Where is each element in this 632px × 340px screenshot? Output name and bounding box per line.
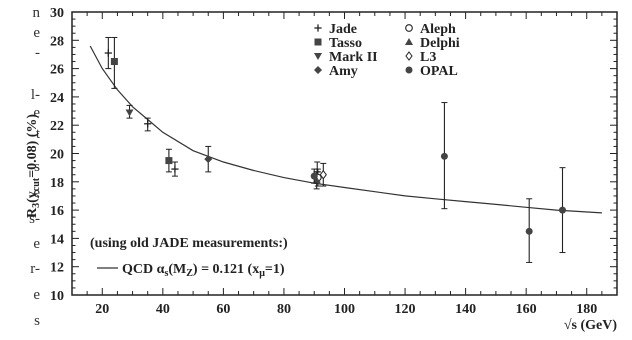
x-tick-label: 60 [216,302,230,317]
legend-marker [314,53,322,60]
point-marker [440,152,448,160]
y-tick-label: 30 [50,6,64,21]
data-point [440,102,448,210]
margin-text-fragment: e [33,287,40,303]
y-tick-label: 28 [50,34,64,49]
legend-marker [405,24,413,32]
data-point [125,104,134,119]
point-marker [204,155,213,164]
legend-item: Jade [314,22,357,37]
legend-item: Mark II [314,50,378,65]
axis-ticks [71,11,618,296]
data-point [144,117,152,132]
legend-item: OPAL [405,64,458,79]
y-tick-label: 26 [50,63,64,78]
point-marker [310,172,318,180]
data-point [310,168,318,184]
x-tick-label: 40 [156,302,170,317]
legend-label: Tasso [329,36,362,51]
data-point [319,162,327,187]
margin-text-fragment: l- [30,87,40,103]
note-annotation: (using old JADE measurements:) [90,236,288,251]
x-tick-label: 140 [455,302,476,317]
legend-item: L3 [405,50,436,65]
legend-label: Aleph [420,22,456,37]
margin-text-fragment: e [33,185,40,201]
point-marker [525,227,533,235]
x-tick-label: 180 [576,302,597,317]
legend-item: Tasso [314,36,362,51]
legend-marker [405,38,413,45]
x-tick-label: 120 [395,302,416,317]
data-point [165,148,173,173]
margin-text-fragment: e [33,25,40,41]
legend-label: Amy [329,64,358,79]
y-tick-label: 20 [50,148,64,163]
legend-item: Aleph [405,22,456,37]
y-tick-label: 16 [50,204,64,219]
legend-item: Delphi [405,36,460,51]
x-tick-label: 160 [516,302,537,317]
data-point [525,198,533,263]
qcd-annotation: QCD αs(MZ) = 0.121 (xμ=1) [122,262,285,279]
margin-text-fragment: n [32,5,41,21]
y-tick-label: 18 [50,176,64,191]
legend-label: OPAL [420,64,458,79]
point-marker [110,58,118,66]
y-tick-label: 12 [50,261,64,276]
y-tick-label: 24 [50,91,64,106]
y-tick-label: 22 [50,119,64,134]
legend-marker [314,66,322,74]
point-marker [171,165,179,173]
legend-marker [405,51,413,61]
margin-text-fragment: - [35,45,40,61]
point-marker [104,49,112,57]
y-tick-label: 10 [50,289,64,304]
point-marker [559,206,566,214]
legend-marker [314,24,322,32]
point-marker [144,120,152,128]
legend-item: Amy [314,64,358,79]
legend-label: Delphi [420,36,460,51]
data-point [104,36,112,70]
legend-label: Jade [329,22,357,37]
legend-marker [314,38,322,46]
x-tick-label: 80 [277,302,291,317]
margin-text-fragment: e [33,105,40,121]
margin-text-fragment: s [34,159,40,175]
tick-labels: 20 40 60 80 100 120 140 160 180 10 12 14 16 18 20 22 24 2… [50,6,597,317]
x-axis-label: √s (GeV) [564,318,618,333]
margin-text-fragment: s [34,313,40,329]
data-point [559,167,566,254]
point-marker [165,157,173,165]
x-tick-label: 20 [95,302,109,317]
legend-label: Mark II [329,50,378,65]
margin-text-fragment: t [35,126,40,142]
legend-label: L3 [420,50,436,65]
legend-marker [405,66,413,74]
margin-text-fragment: r- [30,261,40,277]
data-point [110,36,118,89]
margin-text-fragment: e [33,236,40,252]
y-tick-label: 14 [50,232,64,247]
data-point [171,161,179,177]
point-marker [125,109,134,117]
point-marker [319,169,327,180]
x-tick-label: 100 [334,302,355,317]
data-point [204,145,213,173]
qcd-curve [89,45,602,214]
left-text-margin: n e - l-e t s e s-e r-e s [0,0,40,340]
y-axis-label: R3(ycut=0.08) (%) [25,114,42,218]
data-points [104,36,566,263]
margin-text-fragment: s- [29,211,40,227]
